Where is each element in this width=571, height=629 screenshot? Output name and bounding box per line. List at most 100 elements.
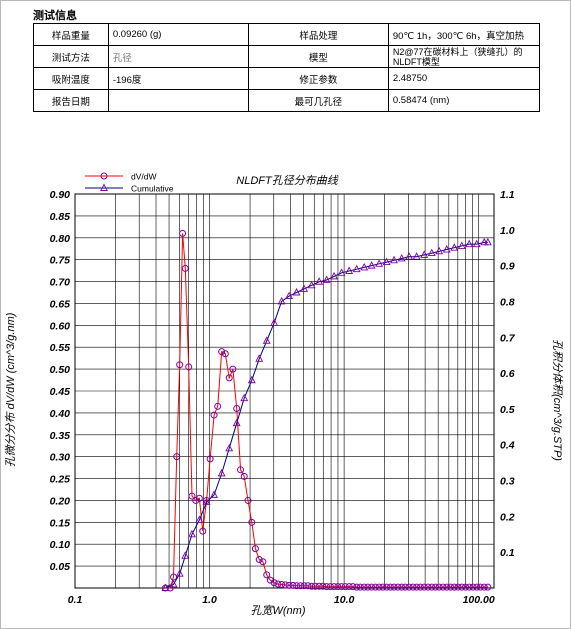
data-point <box>390 583 398 591</box>
data-point <box>323 583 331 591</box>
data-point <box>454 583 462 591</box>
data-point <box>255 354 264 362</box>
data-point <box>427 248 436 257</box>
data-point <box>443 583 451 591</box>
data-point <box>233 405 241 413</box>
y-tick-label-left: 0.80 <box>50 233 71 245</box>
x-tick-label: 1.0 <box>202 594 217 606</box>
data-point <box>360 583 368 591</box>
data-point <box>424 583 432 591</box>
data-point <box>349 583 357 591</box>
data-point <box>225 374 233 382</box>
data-point <box>326 583 334 591</box>
data-point <box>420 583 428 591</box>
data-point <box>274 580 282 588</box>
data-point <box>435 246 444 255</box>
data-point <box>457 241 466 249</box>
data-point <box>221 350 229 358</box>
y-axis-label-right: 孔积分体积(cm^3/g.STP) <box>551 339 564 461</box>
data-point <box>409 583 417 591</box>
x-axis-label: 孔宽W(nm) <box>251 604 306 617</box>
data-point <box>447 583 455 591</box>
data-point <box>383 583 391 591</box>
data-point <box>428 583 436 591</box>
data-point <box>285 291 294 300</box>
y-tick-label-left: 0.85 <box>50 211 71 223</box>
data-point <box>367 261 376 269</box>
data-point <box>322 275 331 283</box>
data-point <box>465 239 474 248</box>
data-point <box>412 252 421 260</box>
x-tick-label: 100.00 <box>463 594 495 606</box>
data-point <box>263 571 271 579</box>
y-tick-label-left: 0.35 <box>50 430 71 442</box>
y-tick-label-left: 0.05 <box>50 561 71 573</box>
data-point <box>442 245 451 253</box>
data-point <box>195 515 204 523</box>
y-tick-label-left: 0.75 <box>50 255 71 267</box>
y-tick-label-right: 0.5 <box>500 404 515 416</box>
data-point <box>483 237 492 246</box>
data-point <box>203 496 211 504</box>
data-point <box>206 455 214 463</box>
data-point <box>416 583 424 591</box>
series-line <box>165 233 488 589</box>
data-point <box>432 583 440 591</box>
data-point <box>188 492 196 500</box>
data-point <box>285 581 293 589</box>
data-point <box>401 583 409 591</box>
data-point <box>484 583 492 591</box>
data-point <box>405 252 414 260</box>
data-point <box>375 259 384 267</box>
data-point <box>259 558 267 566</box>
data-point <box>185 363 193 371</box>
data-point <box>413 583 421 591</box>
data-point <box>368 583 376 591</box>
data-point <box>405 583 413 591</box>
data-point <box>307 280 316 289</box>
data-point <box>262 336 271 344</box>
data-point <box>270 318 279 326</box>
x-tick-label: 10.0 <box>334 594 355 606</box>
y-tick-label-right: 0.9 <box>500 261 515 273</box>
data-point <box>210 411 218 419</box>
data-point <box>244 496 252 504</box>
data-point <box>334 583 342 591</box>
y-tick-label-right: 1.1 <box>500 189 515 201</box>
data-point <box>352 264 361 273</box>
data-point <box>173 453 181 461</box>
data-point <box>345 266 354 274</box>
data-point <box>465 583 473 591</box>
y-tick-label-right: 0.1 <box>500 547 515 559</box>
data-point <box>210 490 219 498</box>
data-point <box>439 583 447 591</box>
data-point <box>218 348 226 356</box>
data-point <box>311 582 319 590</box>
y-tick-label-left: 0.25 <box>50 474 71 486</box>
data-point <box>375 583 383 591</box>
y-tick-label-right: 0.8 <box>500 296 515 308</box>
chart-title: NLDFT孔径分布曲线 <box>236 174 338 187</box>
data-point <box>371 583 379 591</box>
data-point <box>315 277 324 285</box>
data-point <box>281 581 289 589</box>
x-tick-label: 0.1 <box>68 594 83 606</box>
y-tick-label-left: 0.55 <box>50 342 71 354</box>
y-tick-label-right: 0.2 <box>500 511 515 523</box>
data-point <box>480 583 488 591</box>
chart-legend: dV/dW Cumulative <box>85 172 174 194</box>
data-point <box>217 468 226 477</box>
data-point <box>161 583 170 591</box>
data-point <box>255 556 263 564</box>
data-point <box>435 583 443 591</box>
info-table: 样品重量 0.09260 (g) 样品处理 90℃ 1h，300℃ 6h，真空加… <box>33 23 541 112</box>
y-tick-label-left: 0.15 <box>50 517 71 529</box>
chart-series <box>161 229 492 592</box>
data-point <box>293 582 301 590</box>
chart-ticks: 0.050.100.150.200.250.300.350.400.450.50… <box>50 189 516 606</box>
data-point <box>278 580 286 588</box>
data-point <box>225 443 234 452</box>
info-label: 最可几孔径 <box>247 89 389 112</box>
data-point <box>296 582 304 590</box>
